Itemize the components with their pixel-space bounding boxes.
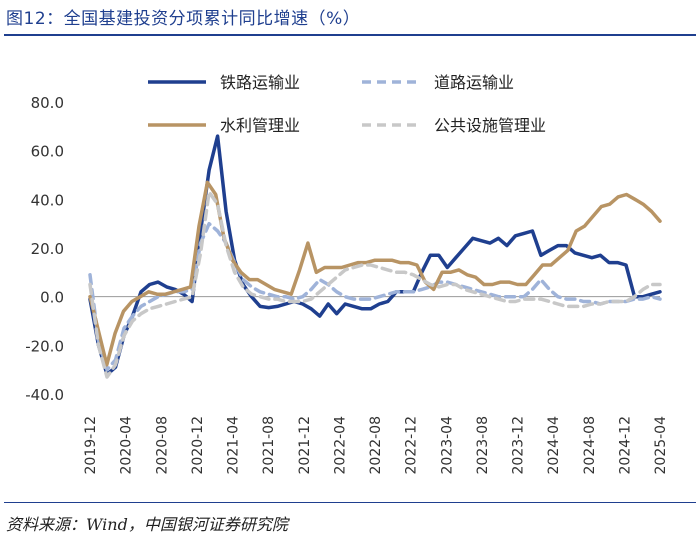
x-tick-label: 2021-12: [297, 416, 313, 475]
legend-label-1: 铁路运输业: [220, 73, 300, 92]
figure-title: 图12：全国基建投资分项累计同比增速（%）: [6, 9, 361, 29]
x-tick-label: 2023-04: [439, 416, 455, 475]
line-chart: -40.0 -20.0 0.0 20.0 40.0 60.0 80.0 2019-12 202…: [25, 73, 669, 475]
x-tick-label: 2024-12: [617, 416, 633, 475]
x-tick-label: 2020-12: [190, 416, 206, 475]
x-tick-label: 2021-08: [261, 416, 277, 475]
y-tick-label: 0.0: [40, 289, 64, 307]
y-tick-label: 80.0: [31, 94, 64, 112]
x-tick-label: 2024-08: [582, 416, 598, 475]
x-tick-label: 2020-04: [119, 416, 135, 475]
series-lines: [88, 134, 662, 379]
y-tick-label: 20.0: [31, 240, 64, 258]
legend-label-3: 水利管理业: [220, 116, 300, 135]
legend-label-4: 公共设施管理业: [434, 116, 546, 135]
series-line-2: [88, 221, 662, 372]
x-tick-label: 2021-04: [226, 416, 242, 475]
x-tick-label: 2022-12: [404, 416, 420, 475]
x-tick-label: 2022-04: [332, 416, 348, 475]
y-tick-label: 40.0: [31, 191, 64, 209]
y-tick-label: -40.0: [25, 386, 64, 404]
legend-label-2: 道路运输业: [434, 73, 514, 92]
x-tick-label: 2020-08: [154, 416, 170, 475]
x-tick-label: 2023-08: [475, 416, 491, 475]
y-tick-label: 60.0: [31, 143, 64, 161]
series-line-1: [88, 134, 662, 377]
source-rule: [4, 502, 696, 503]
x-tick-label: 2024-04: [546, 416, 562, 475]
x-tick-label: 2022-08: [368, 416, 384, 475]
y-axis: -40.0 -20.0 0.0 20.0 40.0 60.0 80.0: [25, 94, 64, 404]
series-line-3: [88, 180, 662, 367]
series-line-4: [88, 190, 662, 379]
title-rule: [4, 34, 696, 36]
y-tick-label: -20.0: [25, 337, 64, 355]
x-tick-label: 2019-12: [83, 416, 99, 475]
x-tick-label: 2023-12: [511, 416, 527, 475]
source-note: 资料来源：Wind，中国银河证券研究院: [6, 515, 288, 534]
x-axis: 2019-12 2020-04 2020-08 2020-12 2021-04 2021-…: [83, 296, 669, 475]
x-tick-label: 2025-04: [653, 416, 669, 475]
